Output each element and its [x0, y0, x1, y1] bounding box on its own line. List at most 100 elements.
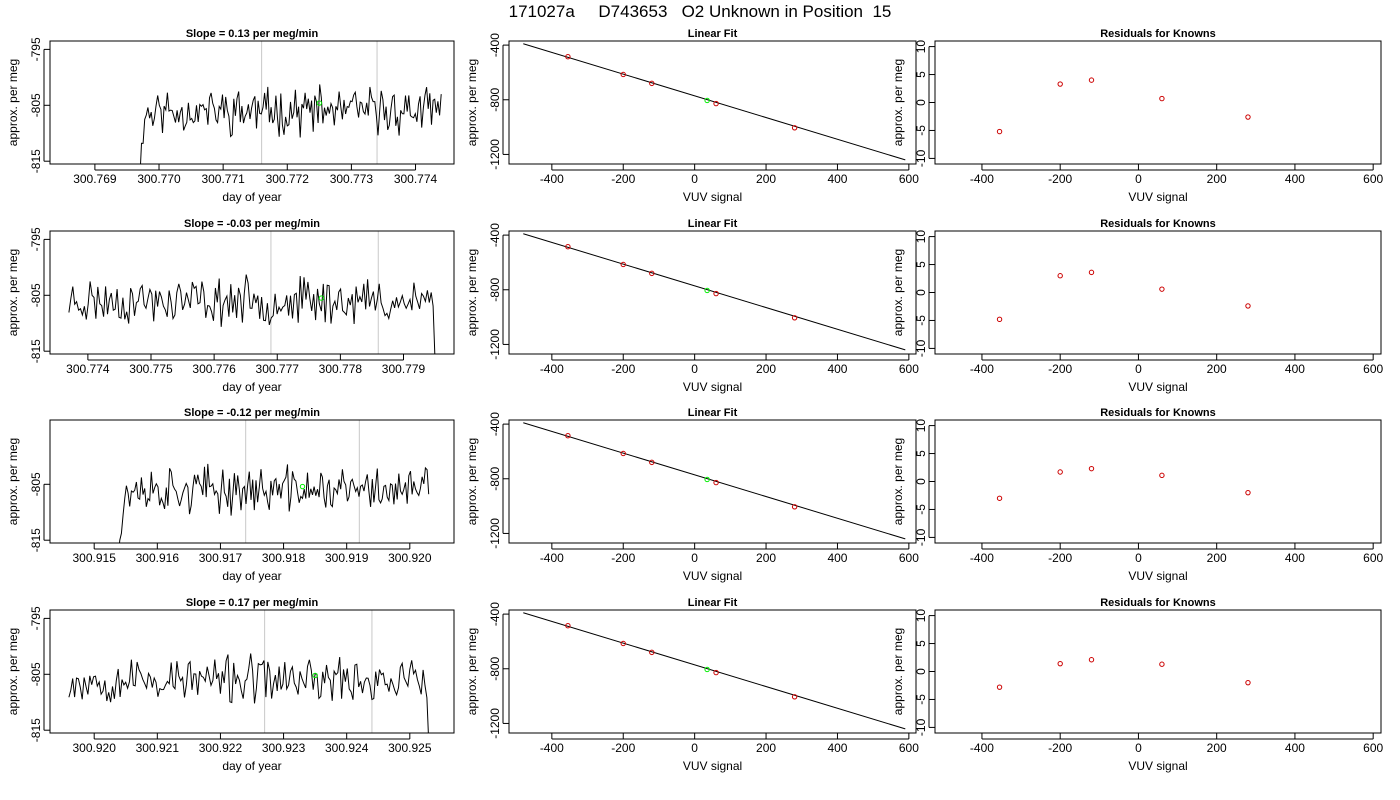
known-point	[791, 315, 798, 321]
x-axis-label: day of year	[222, 569, 281, 583]
x-tick-label: 0	[1135, 172, 1142, 186]
x-tick-label: 300.923	[262, 741, 306, 755]
plot-area	[523, 43, 906, 161]
plot-frame	[508, 230, 917, 355]
plot-area	[996, 269, 1251, 323]
x-tick-label: 600	[899, 172, 919, 186]
x-tick-label: 0	[691, 741, 698, 755]
x-tick-label: -200	[611, 551, 635, 565]
unknown-point	[704, 476, 710, 483]
known-point	[620, 640, 626, 647]
x-tick-label: 300.776	[192, 362, 236, 376]
plot-area	[523, 233, 906, 351]
plot-frame	[508, 40, 917, 165]
x-tick-label: 300.777	[256, 362, 300, 376]
x-tick-label: 300.774	[394, 172, 438, 186]
known-point	[713, 479, 719, 486]
x-tick-label: -400	[540, 741, 564, 755]
x-axis-label: VUV signal	[1128, 380, 1187, 394]
x-tick-label: 300.915	[72, 551, 116, 565]
unknown-point	[318, 295, 325, 301]
y-tick-label: 5	[914, 640, 928, 647]
residual-point	[1245, 489, 1251, 496]
y-tick-label: -10	[914, 528, 928, 546]
residual-point	[996, 128, 1003, 135]
y-axis-label: approx. per meg	[6, 628, 20, 715]
panel-residuals-row1: Residuals for Knowns -400 -200 0 200 400 600 VU…	[891, 28, 1384, 204]
x-tick-label: 400	[1285, 172, 1305, 186]
x-tick-label: 0	[1135, 362, 1142, 376]
plot-area	[996, 657, 1251, 690]
y-axis-label: approx. per meg	[6, 438, 20, 525]
y-tick-label: -400	[488, 223, 502, 247]
x-tick-label: -200	[1048, 551, 1072, 565]
x-tick-label: -400	[970, 551, 994, 565]
x-tick-label: 400	[827, 551, 847, 565]
unknown-point	[312, 672, 318, 679]
x-tick-label: 400	[827, 362, 847, 376]
known-point	[791, 125, 798, 131]
panel-timeseries-row2: Slope = -0.03 per meg/min 300.774 300.775 3…	[6, 218, 455, 394]
plot-area	[68, 231, 436, 354]
x-tick-label: 300.779	[382, 362, 426, 376]
x-tick-label: 600	[1363, 172, 1383, 186]
known-point	[620, 450, 626, 457]
unknown-point	[704, 666, 710, 673]
x-tick-label: 300.773	[330, 172, 374, 186]
x-tick-label: 300.769	[73, 172, 117, 186]
panel-fit-row1: Linear Fit -400 -200 0 200 400 600 VUV signal -4…	[465, 28, 919, 204]
x-tick-label: -400	[540, 551, 564, 565]
y-tick-label: -1200	[488, 139, 502, 170]
x-tick-label: -200	[1048, 741, 1072, 755]
plot-frame	[508, 419, 917, 544]
y-axis-label: approx. per meg	[465, 438, 479, 525]
y-axis-label: approx. per meg	[465, 249, 479, 336]
residual-point	[996, 316, 1003, 323]
y-tick-label: 10	[914, 40, 928, 54]
panel-timeseries-row4: Slope = 0.17 per meg/min 300.920 300.921 30…	[6, 597, 455, 773]
x-tick-label: -200	[1048, 172, 1072, 186]
x-tick-label: 300.924	[325, 741, 369, 755]
x-tick-label: -400	[970, 362, 994, 376]
y-tick-label: -815	[29, 149, 43, 173]
y-axis-label: approx. per meg	[465, 59, 479, 146]
y-tick-label: -400	[488, 33, 502, 57]
residual-point	[1057, 660, 1063, 667]
chart-title: Slope = 0.13 per meg/min	[186, 28, 319, 40]
x-tick-label: 300.916	[136, 551, 180, 565]
x-tick-label: 400	[827, 172, 847, 186]
plot-area	[523, 612, 906, 730]
x-tick-label: 300.919	[325, 551, 369, 565]
plot-frame	[934, 419, 1382, 544]
residual-point	[1088, 77, 1095, 83]
residual-point	[1088, 657, 1095, 663]
x-axis-label: VUV signal	[1128, 190, 1187, 204]
panel-residuals-row4: Residuals for Knowns -400 -200 0 200 400 600 VU…	[891, 597, 1384, 773]
x-axis-label: VUV signal	[1128, 569, 1187, 583]
y-tick-label: -400	[488, 412, 502, 436]
y-tick-label: 5	[914, 71, 928, 78]
plot-area	[996, 77, 1251, 135]
y-axis-label: approx. per meg	[465, 628, 479, 715]
x-tick-label: 300.770	[137, 172, 181, 186]
y-tick-label: 0	[914, 668, 928, 675]
x-axis-label: day of year	[222, 190, 281, 204]
chart-title: Residuals for Knowns	[1100, 28, 1216, 40]
y-tick-label: -805	[29, 283, 43, 307]
unknown-point	[299, 483, 306, 490]
x-tick-label: -200	[611, 172, 635, 186]
plot-frame	[49, 230, 455, 355]
y-tick-label: 0	[914, 99, 928, 106]
x-tick-label: 300.775	[129, 362, 173, 376]
panel-fit-row2: Linear Fit -400 -200 0 200 400 600 VUV signal -4…	[465, 218, 919, 394]
residual-point	[1245, 114, 1251, 120]
x-tick-label: -400	[540, 362, 564, 376]
chart-title: Linear Fit	[688, 28, 738, 40]
y-tick-label: -805	[29, 472, 43, 496]
residual-point	[1057, 81, 1063, 87]
known-point	[649, 270, 655, 277]
known-point	[649, 649, 655, 656]
chart-title: Residuals for Knowns	[1100, 407, 1216, 419]
plot-frame	[49, 419, 455, 544]
y-tick-label: -10	[914, 339, 928, 357]
